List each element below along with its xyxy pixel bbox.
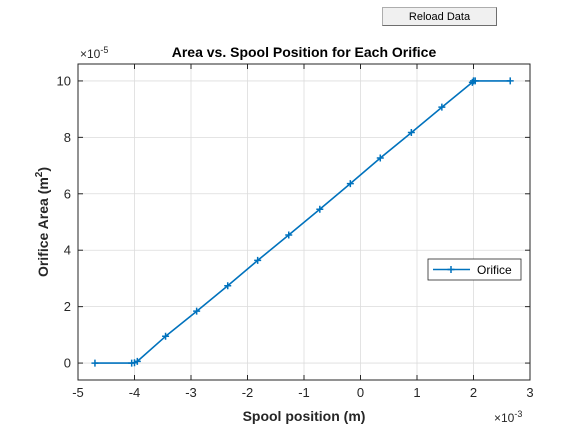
data-point-marker xyxy=(471,77,479,85)
x-exponent: ×10-3 xyxy=(494,409,522,425)
y-tick-label: 2 xyxy=(64,299,71,314)
data-point-marker xyxy=(316,205,324,213)
data-point-marker xyxy=(407,129,415,137)
y-axis-label-main: Orifice Area (m xyxy=(35,177,51,277)
legend-marker xyxy=(447,266,455,273)
series-layer xyxy=(91,77,514,367)
y-tick-label: 10 xyxy=(57,73,71,88)
data-point-marker xyxy=(285,231,293,239)
data-point-marker xyxy=(254,256,262,264)
data-point-marker xyxy=(376,154,384,162)
y-tick-label: 4 xyxy=(64,243,71,258)
y-tick-label: 0 xyxy=(64,356,71,371)
legend-label: Orifice xyxy=(477,263,512,277)
x-tick-label: 2 xyxy=(470,385,477,400)
x-tick-label: -5 xyxy=(72,385,84,400)
data-point-marker xyxy=(193,307,201,315)
data-point-marker xyxy=(438,103,446,111)
data-point-marker xyxy=(346,180,354,188)
x-tick-label: -3 xyxy=(185,385,197,400)
y-tick-label: 6 xyxy=(64,186,71,201)
x-exponent-power: -3 xyxy=(514,409,522,419)
y-axis-label-sup: 2 xyxy=(34,171,45,177)
reload-data-button[interactable]: Reload Data xyxy=(382,7,497,26)
y-exponent-base: ×10 xyxy=(80,47,101,61)
chart-title: Area vs. Spool Position for Each Orifice xyxy=(172,44,437,60)
data-point-marker xyxy=(506,77,514,85)
x-tick-label: -4 xyxy=(129,385,141,400)
tick-layer: -5 -4 -3 -2 -1 0 1 2 3 0 2 4 6 8 10 xyxy=(57,64,534,400)
y-exponent-power: -5 xyxy=(100,45,108,55)
x-tick-label: 1 xyxy=(413,385,420,400)
y-exponent: ×10-5 xyxy=(80,45,108,61)
legend-box xyxy=(427,258,522,281)
data-point-marker xyxy=(162,332,170,340)
x-tick-label: -1 xyxy=(298,385,310,400)
grid xyxy=(77,64,531,380)
data-point-marker xyxy=(91,359,99,367)
legend: Orifice xyxy=(427,258,522,281)
x-tick-label: 0 xyxy=(357,385,364,400)
x-exponent-base: ×10 xyxy=(494,411,515,425)
x-axis-label: Spool position (m) xyxy=(243,408,366,424)
data-point-marker xyxy=(133,357,141,365)
y-axis-label-close: ) xyxy=(35,167,51,172)
x-tick-label: -2 xyxy=(242,385,254,400)
y-tick-label: 8 xyxy=(64,130,71,145)
data-point-marker xyxy=(224,282,232,290)
x-tick-label: 3 xyxy=(526,385,533,400)
y-axis-label: Orifice Area (m2) xyxy=(34,167,51,277)
